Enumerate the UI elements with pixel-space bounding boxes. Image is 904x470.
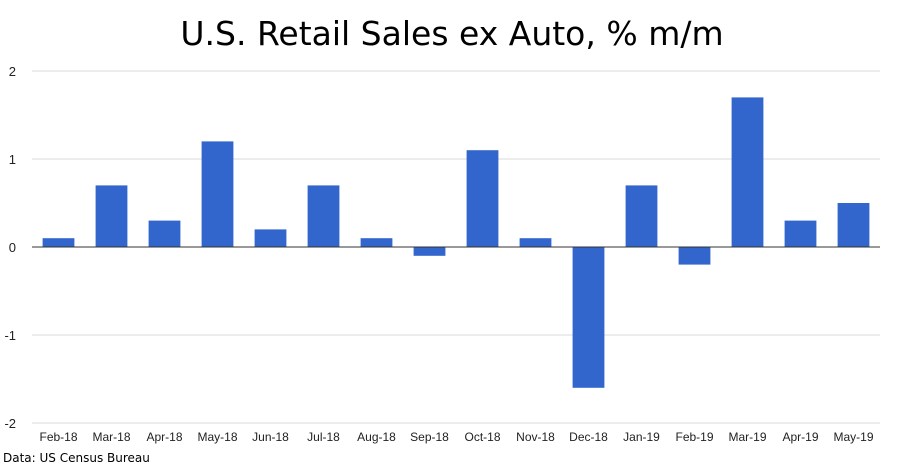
bar-dec-18 [572,247,605,388]
y-tick-label: 1 [9,152,16,167]
x-tick-label: Feb-19 [675,430,713,444]
x-tick-label: Mar-18 [92,430,130,444]
y-tick-label: -2 [4,416,16,431]
y-axis-ticks: 2 1 0 -1 -2 [4,64,16,431]
x-tick-label: Oct-18 [464,430,500,444]
bar-feb-18 [42,238,75,247]
x-tick-label: Dec-18 [569,430,608,444]
x-tick-label: Jan-19 [623,430,660,444]
y-tick-label: -1 [4,328,16,343]
gridlines [32,70,880,424]
x-tick-label: Feb-18 [39,430,77,444]
chart-title: U.S. Retail Sales ex Auto, % m/m [180,14,724,53]
source-note: Data: US Census Bureau [3,451,150,465]
x-tick-label: Jun-18 [252,430,289,444]
x-tick-label: May-19 [833,430,873,444]
x-tick-label: Apr-19 [782,430,818,444]
bars [42,97,870,388]
x-tick-label: Jul-18 [307,430,340,444]
bar-mar-19 [731,97,764,248]
bar-oct-18 [466,150,499,247]
bar-may-19 [837,203,870,247]
bar-apr-18 [148,220,181,247]
bar-jan-19 [625,185,658,247]
bar-may-18 [201,141,234,247]
x-tick-label: Apr-18 [146,430,182,444]
y-tick-label: 2 [9,64,16,79]
x-tick-label: Sep-18 [410,430,449,444]
bar-jun-18 [254,229,287,247]
bar-nov-18 [519,238,552,247]
bar-aug-18 [360,238,393,247]
x-axis-ticks: Feb-18 Mar-18 Apr-18 May-18 Jun-18 Jul-18 Aug-… [39,430,873,444]
bar-apr-19 [784,220,817,247]
bar-feb-19 [678,247,711,265]
x-tick-label: May-18 [197,430,237,444]
x-tick-label: Nov-18 [516,430,555,444]
x-tick-label: Mar-19 [728,430,766,444]
bar-jul-18 [307,185,340,247]
bar-mar-18 [95,185,128,247]
y-tick-label: 0 [9,240,16,255]
bar-sep-18 [413,247,446,256]
x-tick-label: Aug-18 [357,430,396,444]
